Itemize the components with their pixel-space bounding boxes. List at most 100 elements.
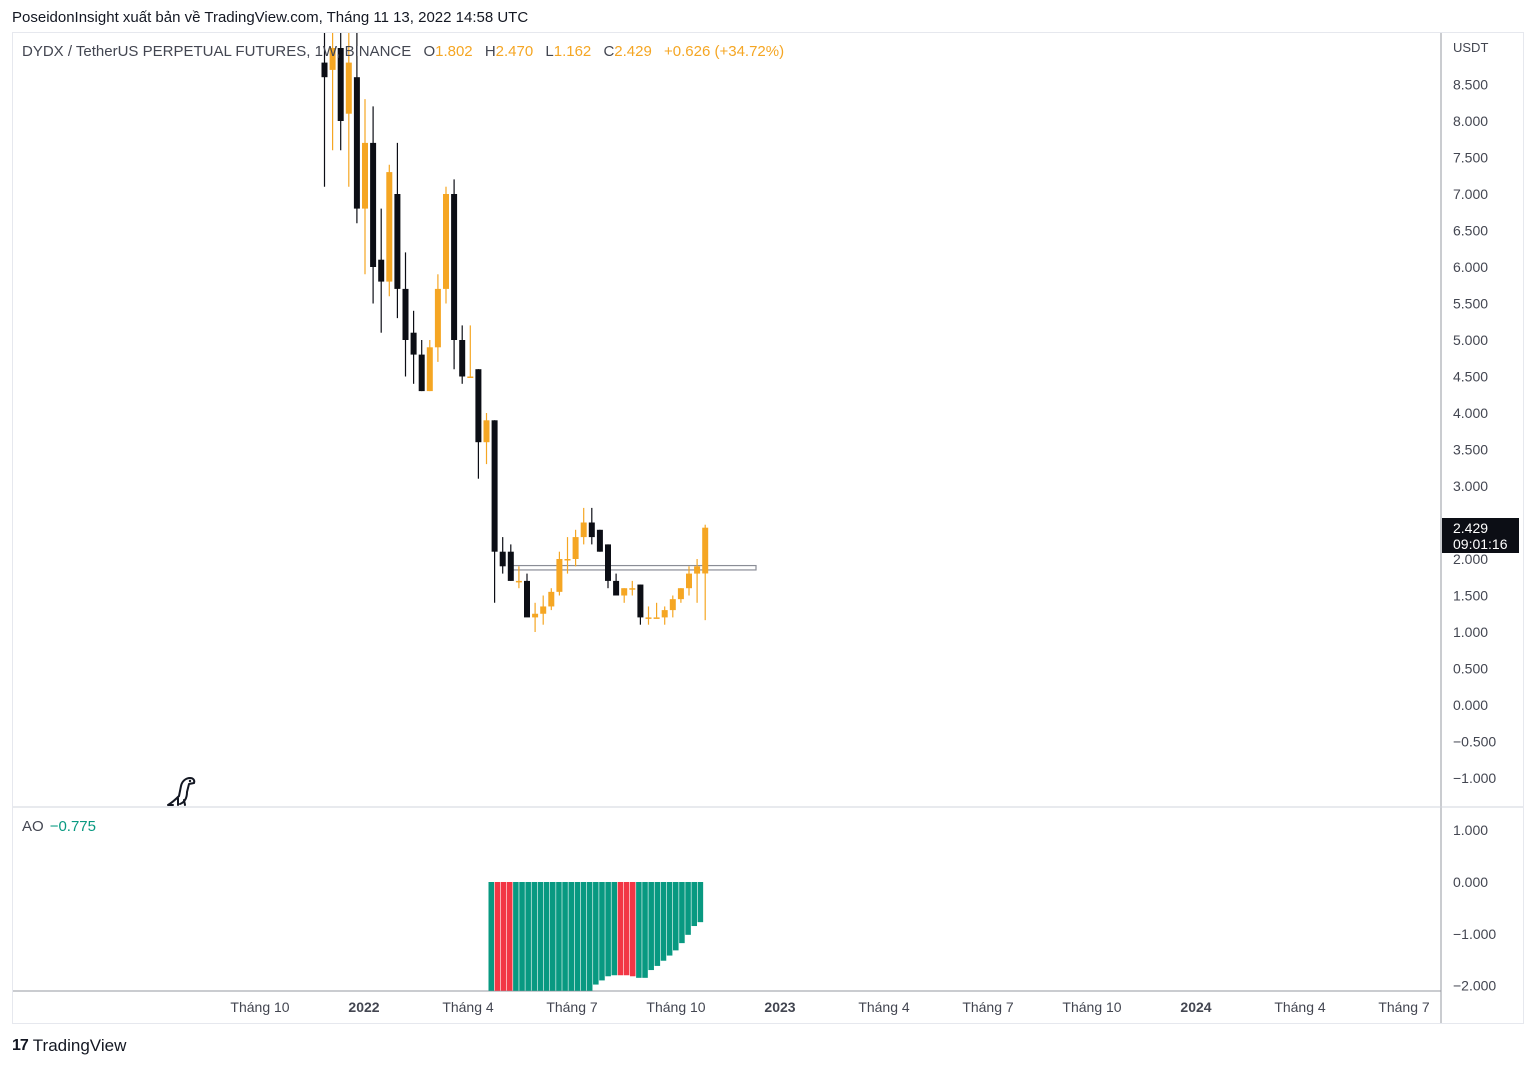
price-tick-label: 5.000 [1453, 332, 1488, 348]
price-tick-label: 8.000 [1453, 113, 1488, 129]
candle-body [434, 288, 441, 348]
time-tick-label: 2022 [348, 999, 379, 1015]
time-tick-label: Tháng 4 [1274, 999, 1326, 1015]
candle-body [540, 606, 547, 614]
candle-body [588, 522, 595, 538]
ao-tick-label: −1.000 [1453, 926, 1496, 942]
ao-bar [580, 882, 587, 991]
ao-bar [550, 882, 556, 991]
price-tick-label: 6.500 [1453, 223, 1488, 239]
candle-body [596, 529, 603, 552]
candle-body [580, 522, 587, 538]
publisher-line: PoseidonInsight xuất bản về TradingView.… [12, 9, 529, 26]
price-tick-label: 3.500 [1453, 442, 1488, 458]
candle-body [451, 194, 458, 340]
candle-body [702, 527, 709, 574]
high-label: H [484, 43, 496, 60]
ao-bar [666, 882, 673, 956]
close-value: 2.429 [614, 43, 652, 60]
price-tick-label: 2.000 [1453, 551, 1488, 567]
candle-body [507, 551, 514, 581]
ao-bar [593, 882, 599, 985]
tradingview-brand: TradingView [32, 1036, 127, 1055]
candle-body [321, 62, 328, 78]
ao-legend: AO −0.775 [22, 818, 96, 835]
chart-frame[interactable] [12, 32, 1524, 1024]
candle-body [345, 62, 352, 114]
ao-bar [642, 882, 648, 978]
ao-bar [611, 882, 618, 976]
candle-body [410, 332, 417, 355]
price-tick-label: 4.500 [1453, 369, 1488, 385]
ao-label: AO [22, 818, 44, 835]
candle-body [443, 194, 449, 289]
ao-bar [599, 882, 605, 981]
candle-body [362, 142, 368, 209]
candle-body [386, 172, 393, 282]
price-tick-label: −0.500 [1453, 734, 1496, 750]
candle-body [524, 580, 530, 618]
tradingview-mark-icon: 17 [12, 1037, 29, 1054]
ao-bar [562, 882, 568, 991]
candle-body [353, 77, 360, 209]
last-price-tag: 2.429 09:01:16 [1442, 518, 1519, 553]
candle-body [653, 617, 660, 619]
price-tick-label: −1.000 [1453, 770, 1496, 786]
price-tick-label: 0.000 [1453, 697, 1488, 713]
candle-body [669, 599, 676, 611]
price-tick-label: 5.500 [1453, 296, 1488, 312]
candle-body [378, 259, 385, 282]
dinosaur-icon[interactable] [165, 772, 199, 813]
candle-body [556, 559, 563, 592]
time-tick-label: Tháng 10 [1062, 999, 1121, 1015]
candle-body [629, 588, 636, 590]
candle-body [532, 613, 539, 618]
time-tick-label: Tháng 7 [962, 999, 1014, 1015]
candle-body [418, 354, 425, 392]
ao-bar [586, 882, 593, 991]
last-price-value: 2.429 [1453, 520, 1489, 536]
candle-body [394, 194, 401, 289]
price-tick-label: 1.500 [1453, 588, 1488, 604]
time-tick-label: 2023 [764, 999, 795, 1015]
candle-body [677, 588, 684, 600]
ao-bar [531, 882, 538, 991]
candle-body [661, 610, 668, 618]
price-legend: DYDX / TetherUS PERPETUAL FUTURES, 1W, B… [22, 43, 784, 60]
ao-bar [525, 882, 531, 991]
ao-bar [500, 882, 507, 991]
time-tick-label: 2024 [1180, 999, 1211, 1015]
candle-body [515, 580, 522, 583]
ao-bar [537, 882, 544, 991]
candle-body [621, 588, 628, 596]
ao-bar [629, 882, 636, 977]
price-tick-label: 8.500 [1453, 77, 1488, 93]
price-axis-unit: USDT [1453, 40, 1488, 55]
low-label: L [545, 43, 554, 60]
price-tick-label: 7.500 [1453, 150, 1488, 166]
price-tick-label: 0.500 [1453, 661, 1488, 677]
ao-bar [519, 882, 525, 991]
ao-bar [494, 882, 501, 991]
tradingview-logo[interactable]: 17 TradingView [12, 1036, 126, 1056]
candle-body [475, 369, 482, 443]
time-tick-label: Tháng 10 [646, 999, 705, 1015]
ao-bar [673, 882, 679, 951]
ao-tick-label: −2.000 [1453, 978, 1496, 994]
candle-body [329, 48, 336, 70]
candle-body [637, 584, 644, 618]
ao-bar [648, 882, 654, 971]
candle-body [467, 376, 474, 378]
candle-body [694, 566, 701, 574]
change-value: +0.626 (+34.72%) [664, 43, 785, 60]
low-value: 1.162 [553, 43, 592, 60]
candle-body [459, 340, 466, 377]
open-value: 1.802 [435, 43, 473, 60]
open-label: O [423, 43, 436, 60]
close-label: C [603, 43, 615, 60]
candle-body [548, 591, 555, 607]
ao-bar [660, 882, 667, 961]
candles-group [321, 33, 709, 632]
ao-bar [617, 882, 624, 976]
